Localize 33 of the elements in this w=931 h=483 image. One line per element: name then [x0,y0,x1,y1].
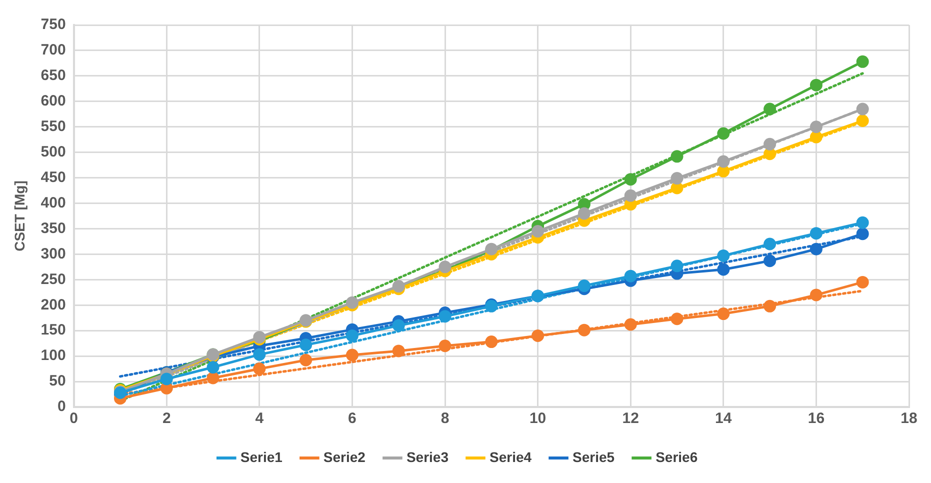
y-tick-label: 200 [40,296,66,314]
y-tick-label: 350 [40,220,66,237]
x-tick-label: 8 [440,410,450,428]
y-tick-label: 50 [49,372,66,390]
y-tick-label: 650 [40,67,66,84]
y-tick-label: 250 [40,270,66,288]
y-tick-label: 750 [40,16,66,34]
legend-label: Serie6 [656,448,698,465]
y-tick-label: 400 [40,194,66,212]
y-tick-label: 0 [57,398,66,416]
x-tick-label: 2 [162,410,171,428]
y-tick-label: 600 [40,92,66,110]
legend-label: Serie3 [406,448,449,465]
x-tick-label: 18 [900,410,918,428]
y-axis-title: CSET [Mg] [11,180,28,252]
y-tick-label: 550 [40,118,66,136]
x-tick-label: 0 [70,410,78,428]
y-tick-label: 300 [40,245,66,262]
legend-label: Serie2 [323,448,366,465]
x-tick-label: 14 [715,410,732,428]
x-tick-label: 10 [529,410,546,428]
x-tick-label: 6 [348,410,356,428]
y-tick-label: 700 [40,42,66,59]
y-tick-label: 500 [40,143,66,160]
legend-label: Serie1 [240,448,283,465]
x-tick-label: 12 [622,410,639,428]
legend-label: Serie4 [490,448,532,465]
y-tick-label: 150 [40,322,66,339]
x-tick-label: 16 [808,410,825,428]
y-tick-label: 100 [40,347,66,364]
y-tick-label: 450 [40,168,66,186]
legend-label: Serie5 [572,448,615,465]
x-tick-label: 4 [255,410,264,428]
